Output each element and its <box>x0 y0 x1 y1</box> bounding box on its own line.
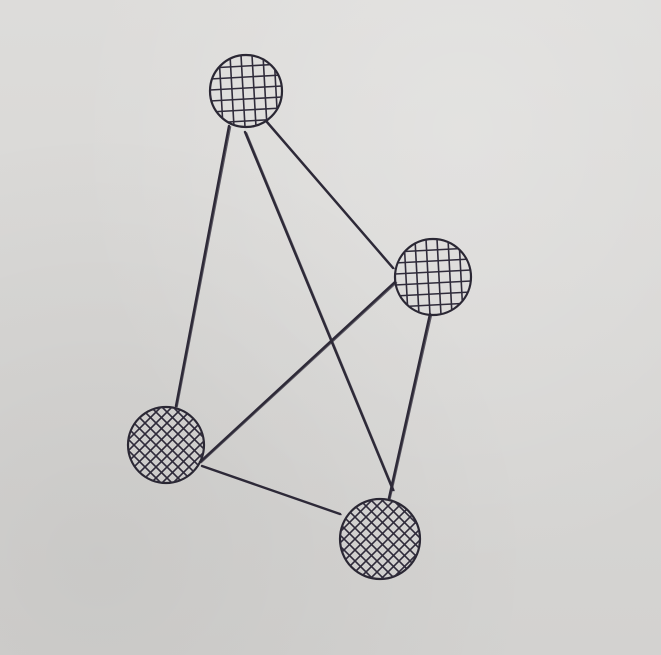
hatch-line <box>395 258 471 264</box>
hatch-line <box>128 407 184 483</box>
hatch-line <box>395 269 471 275</box>
hatch-line <box>194 407 204 483</box>
hatch-line <box>128 407 162 483</box>
hatch-line <box>413 499 420 579</box>
hatch-line <box>210 85 282 91</box>
hatch-line <box>436 239 442 315</box>
hatch-line <box>340 499 374 579</box>
hatch-line <box>194 407 204 483</box>
hatch-line <box>210 74 282 80</box>
graph-edge-right-left-retrace <box>200 282 398 464</box>
hatch-line <box>240 55 246 127</box>
hatch-line <box>391 499 420 579</box>
hatch-line <box>402 499 420 579</box>
graph-node-bottom <box>338 497 422 581</box>
hatch-line <box>150 407 204 483</box>
hatch-line <box>340 499 407 579</box>
hatch-line <box>340 499 385 579</box>
graph-node-right <box>393 237 473 317</box>
hatch-line <box>395 280 471 286</box>
hatch-line <box>402 499 420 579</box>
hatch-line <box>358 499 420 579</box>
graph-edge-right-left <box>198 280 397 464</box>
hatch-line <box>210 55 282 58</box>
graph-edge-left-bottom-retrace <box>202 466 342 516</box>
hatch-line <box>447 239 453 315</box>
hatch-line <box>210 55 213 127</box>
hatch-line <box>210 63 282 69</box>
hatch-line <box>340 499 396 579</box>
hatch-line <box>395 239 471 242</box>
graph-edge-top-right-retrace <box>266 121 395 270</box>
hatch-line <box>251 55 257 127</box>
graph-node-top <box>208 53 284 129</box>
hatch-line <box>369 499 420 579</box>
hatch-line <box>380 499 420 579</box>
graph-edge-top-bottom <box>243 130 395 492</box>
hatch-line <box>229 55 235 127</box>
hatch-line <box>395 239 398 315</box>
graph-edge-top-left <box>174 124 231 408</box>
hatch-line <box>128 407 162 483</box>
hatch-line <box>262 55 268 127</box>
hatch-line <box>161 407 204 483</box>
hatch-line <box>128 407 173 483</box>
graph-edge-right-bottom <box>387 312 432 500</box>
hatch-line <box>210 118 282 124</box>
hatch-line <box>172 407 204 483</box>
edges-group <box>174 119 433 516</box>
hatch-line <box>340 499 418 579</box>
hatch-line <box>172 407 204 483</box>
hatch-line <box>128 407 204 483</box>
hatch-line <box>340 499 374 579</box>
hatch-line <box>210 107 282 113</box>
graph-edge-top-bottom-retrace <box>245 132 395 492</box>
graph-edge-right-bottom-retrace <box>389 314 433 500</box>
hatch-line <box>128 407 129 483</box>
hatch-line <box>380 499 420 579</box>
hatch-line <box>218 55 224 127</box>
graph-edge-top-left-retrace <box>176 126 232 408</box>
hatch-line <box>425 239 431 315</box>
hatch-line <box>395 291 471 297</box>
hatch-line <box>414 239 420 315</box>
hatch-line <box>273 55 279 127</box>
hatch-line <box>413 499 420 579</box>
hatch-line <box>128 407 129 483</box>
hatch-line <box>210 96 282 102</box>
graph-node-left <box>126 405 206 485</box>
hatch-line <box>391 499 420 579</box>
